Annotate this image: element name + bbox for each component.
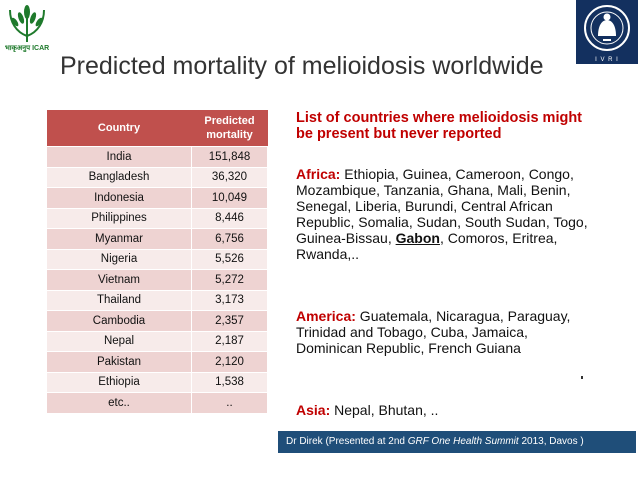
asia-countries: Nepal, Bhutan, .. [330, 402, 439, 418]
ivri-logo-text: I V R I [595, 57, 619, 63]
table-row: Nepal 2,187 [46, 330, 268, 352]
icar-logo-text: भाकृअनुप ICAR [4, 45, 50, 52]
mortality-cell: 2,120 [191, 351, 268, 373]
table-row: India 151,848 [46, 146, 268, 168]
country-cell: Ethiopia [46, 371, 192, 393]
table-row: Cambodia 2,357 [46, 310, 268, 332]
country-cell: India [46, 146, 192, 168]
country-cell: Pakistan [46, 351, 192, 373]
country-cell: Philippines [46, 207, 192, 229]
asia-label: Asia: [296, 402, 331, 418]
ivri-logo: I V R I [576, 0, 638, 64]
table-row: Thailand 3,173 [46, 289, 268, 311]
mortality-cell: 1,538 [191, 371, 268, 393]
country-cell: etc.. [46, 392, 192, 414]
header-mortality: Predicted mortality [191, 110, 268, 147]
page-title: Predicted mortality of melioidosis world… [60, 52, 544, 80]
america-list: America: Guatemala, Nicaragua, Paraguay,… [296, 308, 596, 356]
table-row: Nigeria 5,526 [46, 248, 268, 270]
country-cell: Thailand [46, 289, 192, 311]
america-countries: Guatemala, Nicaragua, Paraguay, Trinidad… [296, 308, 571, 356]
citation-prefix: Dr Direk (Presented at 2nd [286, 436, 408, 447]
africa-list: Africa: Ethiopia, Guinea, Cameroon, Cong… [296, 166, 596, 262]
mortality-cell: 3,173 [191, 289, 268, 311]
africa-label: Africa: [296, 166, 341, 182]
mortality-cell: 36,320 [191, 166, 268, 188]
africa-countries: Ethiopia, Guinea, Cameroon, Congo, Mozam… [296, 166, 588, 246]
citation-event: GRF One Health Summit [407, 436, 519, 447]
mortality-cell: 151,848 [191, 146, 268, 168]
mortality-cell: 2,187 [191, 330, 268, 352]
country-cell: Nepal [46, 330, 192, 352]
america-label: America: [296, 308, 356, 324]
icar-logo: भाकृअनुप ICAR [4, 2, 50, 60]
country-cell: Myanmar [46, 228, 192, 250]
table-row: Vietnam 5,272 [46, 269, 268, 291]
gabon-highlight: Gabon [395, 230, 440, 246]
mortality-cell: 2,357 [191, 310, 268, 332]
mortality-table: Country Predicted mortality India 151,848… [46, 110, 268, 414]
mortality-cell: 8,446 [191, 207, 268, 229]
country-cell: Nigeria [46, 248, 192, 270]
citation-suffix: 2013, Davos ) [518, 436, 584, 447]
country-cell: Indonesia [46, 187, 192, 209]
africa-countries-end: , Comoros, Eritrea, Rwanda,.. [296, 230, 558, 262]
citation-footer: Dr Direk (Presented at 2nd GRF One Healt… [278, 431, 636, 453]
list-heading: List of countries where melioidosis migh… [296, 110, 583, 142]
table-row: Philippines 8,446 [46, 207, 268, 229]
country-cell: Cambodia [46, 310, 192, 332]
table-row: Ethiopia 1,538 [46, 371, 268, 393]
stray-mark [581, 376, 583, 379]
table-row: etc.... [46, 392, 268, 414]
mortality-cell: 10,049 [191, 187, 268, 209]
mortality-cell: 6,756 [191, 228, 268, 250]
table-row: Bangladesh 36,320 [46, 166, 268, 188]
header-country: Country [46, 110, 192, 147]
mortality-cell: .. [191, 392, 268, 414]
table-row: Myanmar 6,756 [46, 228, 268, 250]
country-cell: Bangladesh [46, 166, 192, 188]
ivri-emblem-icon [584, 5, 630, 51]
table-header-row: Country Predicted mortality [46, 110, 268, 147]
wheat-icon [9, 5, 45, 42]
table-row: Pakistan 2,120 [46, 351, 268, 373]
asia-list: Asia: Nepal, Bhutan, .. [296, 402, 596, 418]
country-cell: Vietnam [46, 269, 192, 291]
mortality-cell: 5,272 [191, 269, 268, 291]
mortality-cell: 5,526 [191, 248, 268, 270]
unreported-countries-panel: List of countries where melioidosis migh… [296, 110, 596, 418]
table-row: Indonesia 10,049 [46, 187, 268, 209]
